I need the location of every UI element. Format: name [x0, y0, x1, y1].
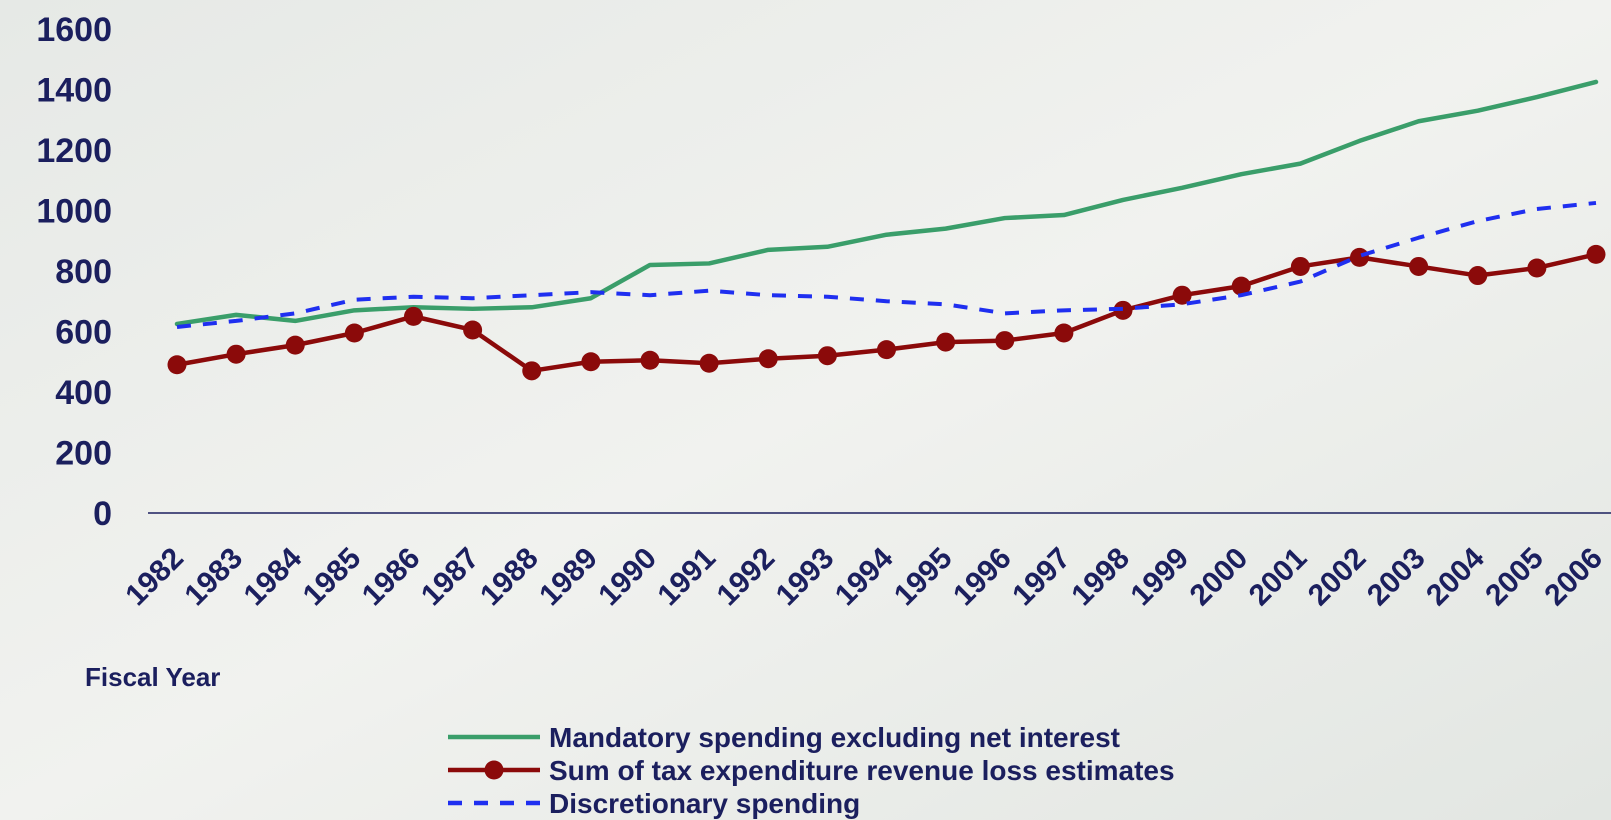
x-axis-label: Fiscal Year	[85, 662, 220, 692]
marker	[285, 335, 305, 355]
marker	[640, 350, 660, 370]
marker	[817, 346, 837, 366]
y-tick-label: 1000	[36, 193, 112, 231]
marker	[1468, 266, 1488, 286]
y-tick-label: 1200	[36, 132, 112, 170]
marker	[758, 349, 778, 369]
marker	[463, 320, 483, 340]
y-tick-label: 0	[93, 495, 112, 533]
legend-label: Mandatory spending excluding net interes…	[549, 722, 1120, 753]
marker	[877, 340, 896, 360]
marker	[581, 352, 601, 372]
y-tick-label: 1600	[36, 11, 112, 49]
y-tick-label: 800	[55, 253, 112, 291]
marker	[1231, 276, 1251, 296]
marker	[344, 323, 364, 343]
legend-label: Discretionary spending	[549, 788, 860, 819]
legend-marker	[484, 760, 504, 780]
legend-label: Sum of tax expenditure revenue loss esti…	[549, 755, 1175, 786]
y-tick-label: 400	[55, 374, 112, 412]
y-tick-label: 200	[55, 435, 112, 473]
marker	[936, 332, 956, 352]
marker	[1172, 285, 1192, 305]
marker	[167, 355, 187, 375]
marker	[522, 361, 542, 381]
marker	[1527, 258, 1547, 278]
marker	[1586, 244, 1606, 264]
marker	[1409, 256, 1429, 276]
marker	[1054, 323, 1074, 343]
marker	[1290, 256, 1310, 276]
y-tick-label: 600	[55, 314, 112, 352]
y-tick-label: 1400	[36, 72, 112, 110]
marker	[226, 344, 246, 364]
marker	[699, 353, 719, 373]
marker	[404, 306, 423, 326]
marker	[1350, 247, 1369, 267]
marker	[995, 331, 1015, 351]
series-line	[176, 200, 1597, 329]
marker	[1113, 300, 1133, 320]
